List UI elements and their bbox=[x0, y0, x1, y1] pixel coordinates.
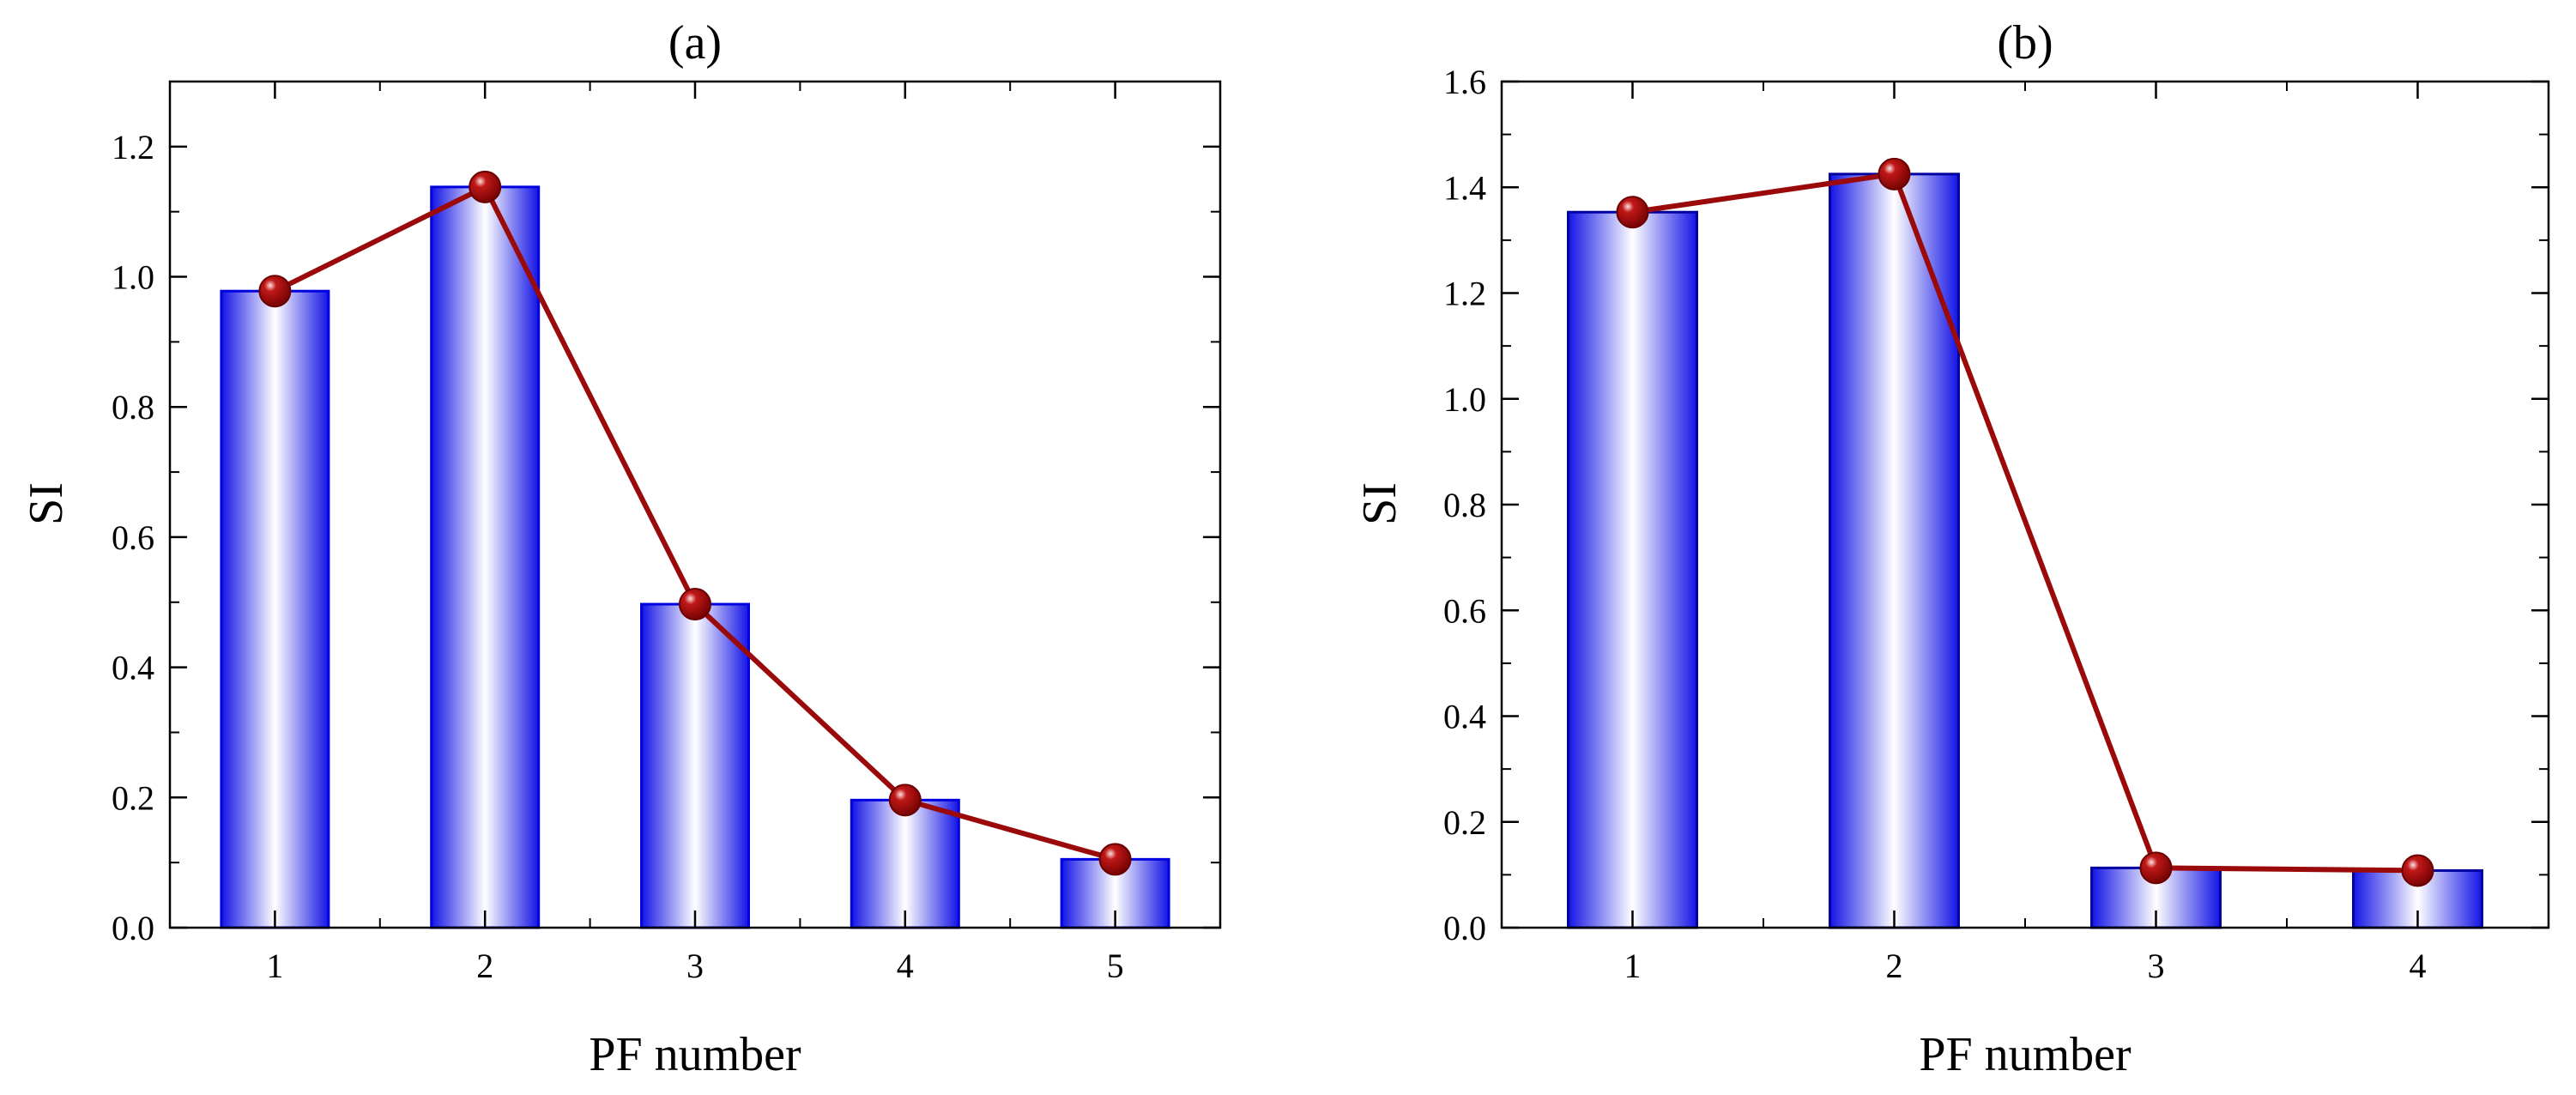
line-point-a-1 bbox=[258, 275, 292, 308]
line-point-a-4 bbox=[888, 783, 922, 817]
line-point-b-4 bbox=[2401, 854, 2434, 887]
y-tick-label-b-5: 1.0 bbox=[1443, 380, 1486, 419]
chart-panel-a: (a) SI PF number 0.0 0.2 0.4 0.6 0.8 1.0 1.2 1 2… bbox=[20, 16, 1222, 1081]
bar-b-2 bbox=[1829, 172, 1960, 929]
series-line-b bbox=[1632, 171, 2418, 874]
x-tick-label-b-1: 1 bbox=[1624, 947, 1642, 985]
x-tick-label-a-5: 5 bbox=[1107, 947, 1124, 985]
line-point-a-3 bbox=[679, 588, 711, 621]
x-axis-label-a: PF number bbox=[589, 1028, 801, 1081]
bar-a-3 bbox=[640, 602, 750, 929]
y-tick-label-a-0: 0.0 bbox=[112, 909, 154, 947]
y-tick-label-b-7: 1.4 bbox=[1443, 168, 1486, 207]
y-tick-label-b-3: 0.6 bbox=[1443, 591, 1486, 630]
bar-b-1 bbox=[1567, 210, 1698, 929]
y-tick-label-a-5: 1.0 bbox=[112, 258, 154, 297]
x-tick-label-a-2: 2 bbox=[476, 947, 493, 985]
y-tick-label-b-2: 0.4 bbox=[1443, 698, 1486, 736]
y-axis-label-a: SI bbox=[20, 482, 73, 525]
y-tick-label-a-3: 0.6 bbox=[112, 518, 154, 557]
line-point-b-3 bbox=[2139, 851, 2173, 885]
y-axis-label-b: SI bbox=[1353, 482, 1406, 525]
x-axis-label-b: PF number bbox=[1919, 1028, 2132, 1081]
line-point-a-2 bbox=[469, 170, 502, 203]
x-tick-label-b-2: 2 bbox=[1886, 947, 1903, 985]
x-tick-label-b-4: 4 bbox=[2410, 947, 2427, 985]
y-tick-label-b-0: 0.0 bbox=[1443, 909, 1486, 947]
y-tick-label-b-6: 1.2 bbox=[1443, 275, 1486, 313]
x-tick-label-a-1: 1 bbox=[266, 947, 283, 985]
y-tick-label-a-4: 0.8 bbox=[112, 388, 154, 427]
bar-a-1 bbox=[220, 289, 330, 929]
y-tick-label-a-2: 0.4 bbox=[112, 649, 154, 687]
chart-title-a: (a) bbox=[668, 16, 722, 70]
chart-panel-b: (b) SI PF number 0.0 0.2 0.4 0.6 0.8 1.0 1.2 1.… bbox=[1353, 16, 2550, 1081]
bar-a-4 bbox=[850, 798, 960, 929]
x-tick-label-a-4: 4 bbox=[897, 947, 914, 985]
line-point-b-2 bbox=[1878, 157, 1911, 191]
y-tick-label-b-8: 1.6 bbox=[1443, 63, 1486, 101]
bar-a-2 bbox=[430, 185, 541, 929]
line-point-b-1 bbox=[1616, 196, 1649, 229]
line-point-a-5 bbox=[1098, 843, 1132, 876]
y-tick-label-b-4: 0.8 bbox=[1443, 486, 1486, 524]
y-tick-label-a-6: 1.2 bbox=[112, 128, 154, 166]
y-tick-label-a-1: 0.2 bbox=[112, 778, 154, 817]
x-tick-label-a-3: 3 bbox=[686, 947, 704, 985]
x-tick-label-b-3: 3 bbox=[2148, 947, 2165, 985]
y-tick-label-b-1: 0.2 bbox=[1443, 803, 1486, 842]
chart-title-b: (b) bbox=[1997, 16, 2053, 70]
